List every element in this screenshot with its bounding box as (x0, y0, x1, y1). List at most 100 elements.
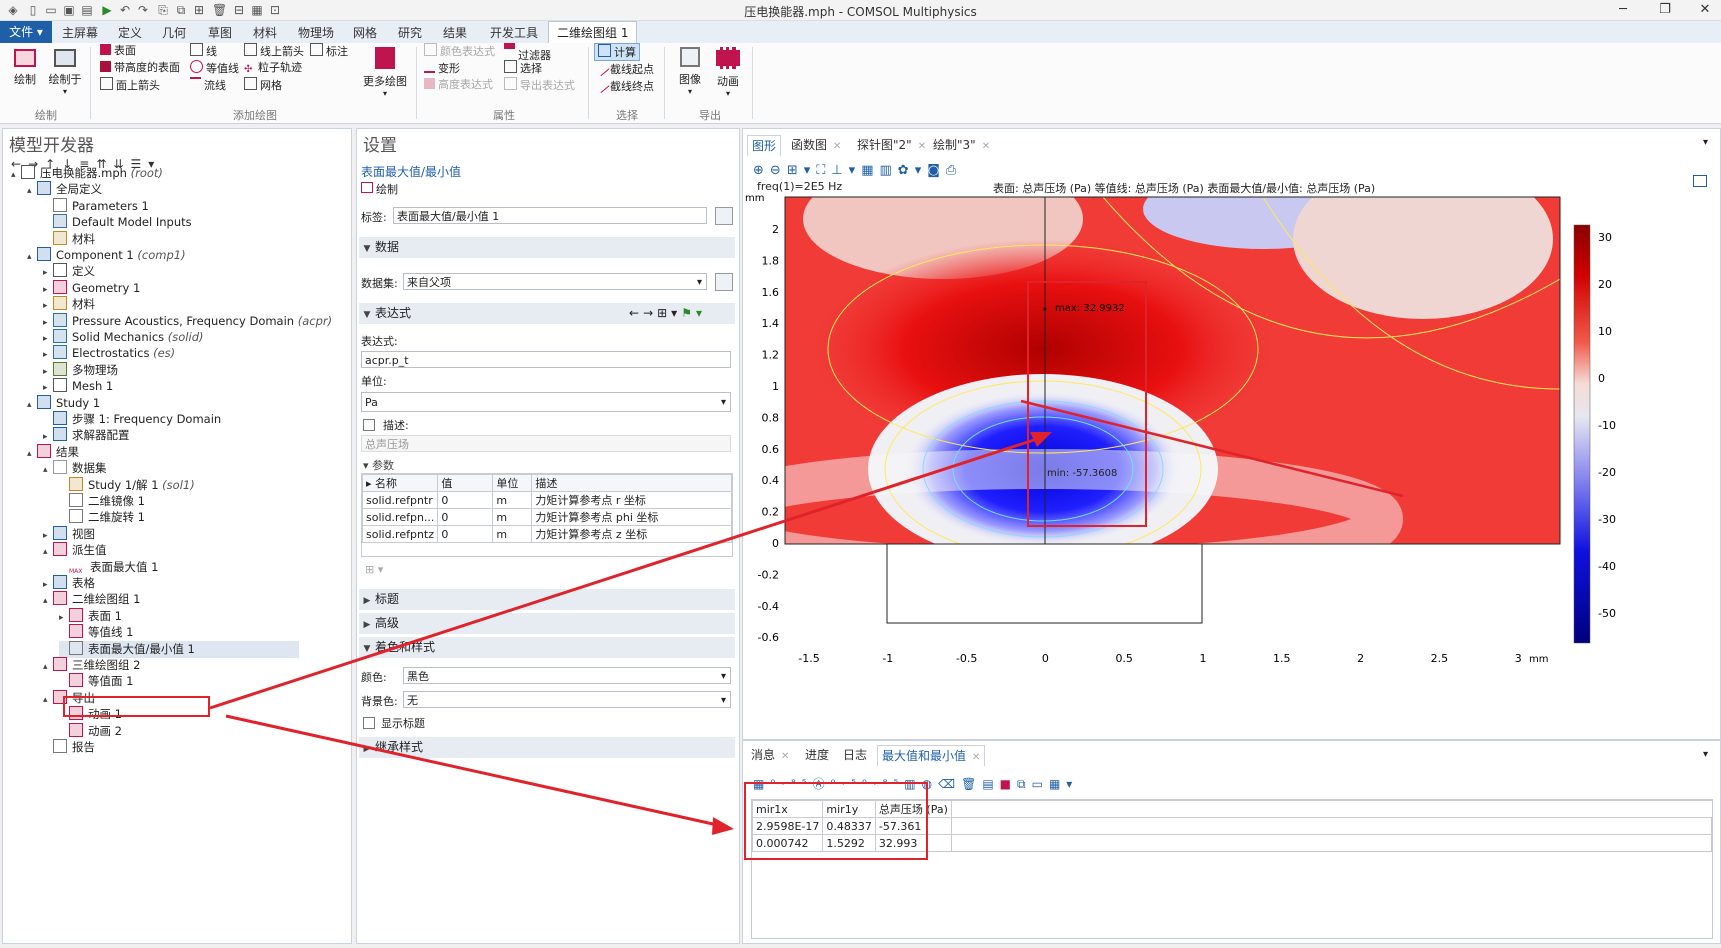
tree-item[interactable]: Study 1/解 1 (sol1) (59, 476, 195, 494)
auto-icon[interactable]: Ⓐ (812, 777, 831, 791)
tree-toggle-icon[interactable]: ▴ (11, 170, 16, 180)
tree-item[interactable]: ▴ 结果 (27, 443, 79, 461)
zoom-in-icon[interactable]: ⊕ (753, 163, 770, 178)
tree-item[interactable]: ▸ 表面 1 (59, 607, 122, 625)
description-field[interactable]: 总声压场 (361, 435, 731, 452)
tree-item[interactable]: 等值线 1 (59, 624, 133, 641)
unit-select[interactable]: Pa (361, 392, 731, 413)
color-expression-button[interactable]: 颜色表达式 (424, 43, 495, 59)
tree-toggle-icon[interactable]: ▴ (27, 252, 32, 262)
plot-area[interactable]: max: 32.9932 min: -57.3608 mm mm 2 1.8 1.6… (743, 129, 1720, 739)
tree-item[interactable]: ▸ 定义 (43, 263, 95, 280)
full-precision-icon[interactable]: ▭ (1031, 777, 1049, 791)
tree-item[interactable]: ▴ 派生值 (43, 542, 107, 559)
tree-toggle-icon[interactable]: ▴ (43, 465, 48, 476)
draw-button[interactable]: 绘制 (8, 49, 42, 87)
tree-item[interactable]: ▸ Mesh 1 (43, 378, 113, 395)
clear-table-icon[interactable]: ⌫ (938, 777, 962, 791)
zoom-out-icon[interactable]: ⊖ (769, 163, 787, 178)
run-icon[interactable]: ▶ (102, 3, 112, 17)
tree-toggle-icon[interactable]: ▸ (43, 580, 48, 590)
view-menu-icon[interactable]: ⊡ (269, 3, 281, 17)
panel-menu-icon[interactable]: ▾ (1703, 137, 1709, 148)
new-file-icon[interactable]: ▯ (29, 3, 37, 17)
tree-item[interactable]: ▸ 材料 (43, 296, 95, 313)
table-row[interactable]: 2.9598E-17 0.48337 -57.361 (751, 817, 1713, 835)
undo-icon[interactable]: ↶ (119, 3, 131, 17)
tree-toggle-icon[interactable]: ▴ (43, 662, 48, 672)
tab-max-min[interactable]: 最大值和最小值 ✕ (877, 745, 986, 766)
add-expression-icon[interactable]: → (643, 306, 658, 320)
description-checkbox[interactable] (363, 419, 375, 431)
tree-item[interactable]: 材料 (43, 230, 95, 248)
section-expression[interactable]: ▼ 表达式 ←→⊞▾⚑▾ (359, 303, 735, 324)
tab-function-plot[interactable]: 函数图 ✕ (791, 138, 842, 152)
tree-item[interactable]: 动画 1 (59, 706, 122, 723)
tree-item[interactable]: MAX 表面最大值 1 (59, 559, 158, 576)
tree-toggle-icon[interactable]: ▴ (43, 596, 48, 607)
tab-study[interactable]: 研究 (398, 26, 423, 40)
surface-arrow-button[interactable]: 面上箭头 (100, 77, 160, 93)
move-up-icon[interactable]: ↑ (45, 157, 63, 171)
tree-item[interactable]: 二维镜像 1 (59, 493, 145, 510)
tree-item[interactable]: ▸ 表格 (43, 575, 95, 592)
move-down-icon[interactable]: ↓ (62, 157, 80, 171)
panel-menu-icon[interactable]: ▾ (1703, 749, 1709, 760)
open-icon[interactable]: ▭ (45, 3, 57, 17)
close-tab-icon[interactable]: ✕ (981, 141, 991, 152)
tree-item[interactable]: ▴ 二维绘图组 1 (43, 591, 140, 608)
tree-item[interactable]: 二维旋转 1 (59, 509, 145, 526)
axis-icon[interactable]: ⊥▾ (831, 163, 862, 178)
replace-expression-icon[interactable]: ← (629, 306, 644, 320)
color-select[interactable]: 黑色 (403, 667, 731, 685)
copy-table-icon[interactable]: ⧉ (1017, 777, 1032, 791)
insert-expression-icon[interactable]: ⊞▾ (657, 306, 682, 320)
color-table-icon[interactable]: ■ (999, 777, 1018, 791)
deform-button[interactable]: 变形 (424, 60, 460, 76)
tab-physics[interactable]: 物理场 (298, 26, 335, 40)
tree-item[interactable]: ▸ Pressure Acoustics, Frequency Domain (a… (43, 312, 332, 330)
tab-results[interactable]: 结果 (443, 26, 468, 40)
more-plots-button[interactable]: 更多绘图 ▾ (360, 47, 410, 98)
clear-icon[interactable]: ▦ (251, 3, 263, 17)
tree-toggle-icon[interactable]: ▸ (43, 301, 48, 312)
close-tab-icon[interactable]: ✕ (917, 141, 927, 152)
tab-2d-plot-group[interactable]: 二维绘图组 1 (548, 21, 638, 44)
animation-button[interactable]: 动画 ▾ (710, 47, 746, 98)
close-tab-icon[interactable]: ✕ (781, 751, 790, 762)
compute-button[interactable]: 计算 (594, 43, 640, 61)
tree-item[interactable]: ▸ 视图 (43, 525, 95, 543)
close-tab-icon[interactable]: ✕ (972, 752, 981, 763)
section-data[interactable]: ▼ 数据 (359, 237, 735, 258)
tab-progress[interactable]: 进度 (805, 748, 830, 762)
save-icon[interactable]: ▣ (63, 3, 75, 17)
export-expression-button[interactable]: 导出表达式 (504, 77, 575, 93)
dataset-goto-icon[interactable] (715, 273, 733, 291)
cut-line-start-button[interactable]: 截线起点 (593, 59, 654, 78)
delete-table-icon[interactable]: 🗑 (961, 777, 983, 791)
table-options-icon[interactable]: ⊞ ▾ (365, 563, 384, 576)
table-format-icon[interactable]: ▦ (753, 777, 771, 791)
disable-icon[interactable]: ⊟ (233, 3, 245, 17)
dataset-select[interactable]: 来自父项 (403, 273, 707, 291)
tree-item[interactable]: ▴ 数据集 (43, 460, 107, 477)
show-icon[interactable]: ≡ (79, 157, 97, 171)
cut-line-end-button[interactable]: 截线终点 (593, 76, 654, 95)
tree-toggle-icon[interactable]: ▸ (43, 366, 48, 377)
forward-arrow-icon[interactable]: → (28, 157, 46, 171)
close-tab-icon[interactable]: ✕ (833, 141, 842, 152)
filter-button[interactable]: 过滤器 (504, 43, 551, 62)
file-menu-tab[interactable]: 文件 ▾ (0, 21, 52, 43)
tree-item[interactable]: 动画 2 (59, 722, 122, 740)
tree-toggle-icon[interactable]: ▸ (43, 432, 48, 443)
image-button[interactable]: 图像 ▾ (672, 47, 708, 96)
tab-messages[interactable]: 消息 ✕ (751, 748, 790, 762)
height-expression-button[interactable]: 高度表达式 (424, 77, 493, 93)
tree-toggle-icon[interactable]: ▴ (27, 399, 32, 410)
tree-item[interactable]: ▴ 全局定义 (27, 181, 102, 198)
line-button[interactable]: 线 (190, 43, 217, 59)
tree-item[interactable]: ▸ 求解器配置 (43, 427, 130, 444)
label-edit-icon[interactable] (715, 207, 733, 225)
grid-icon[interactable]: ▦ (861, 163, 880, 178)
render-icon[interactable]: ✿▾ (897, 163, 928, 178)
